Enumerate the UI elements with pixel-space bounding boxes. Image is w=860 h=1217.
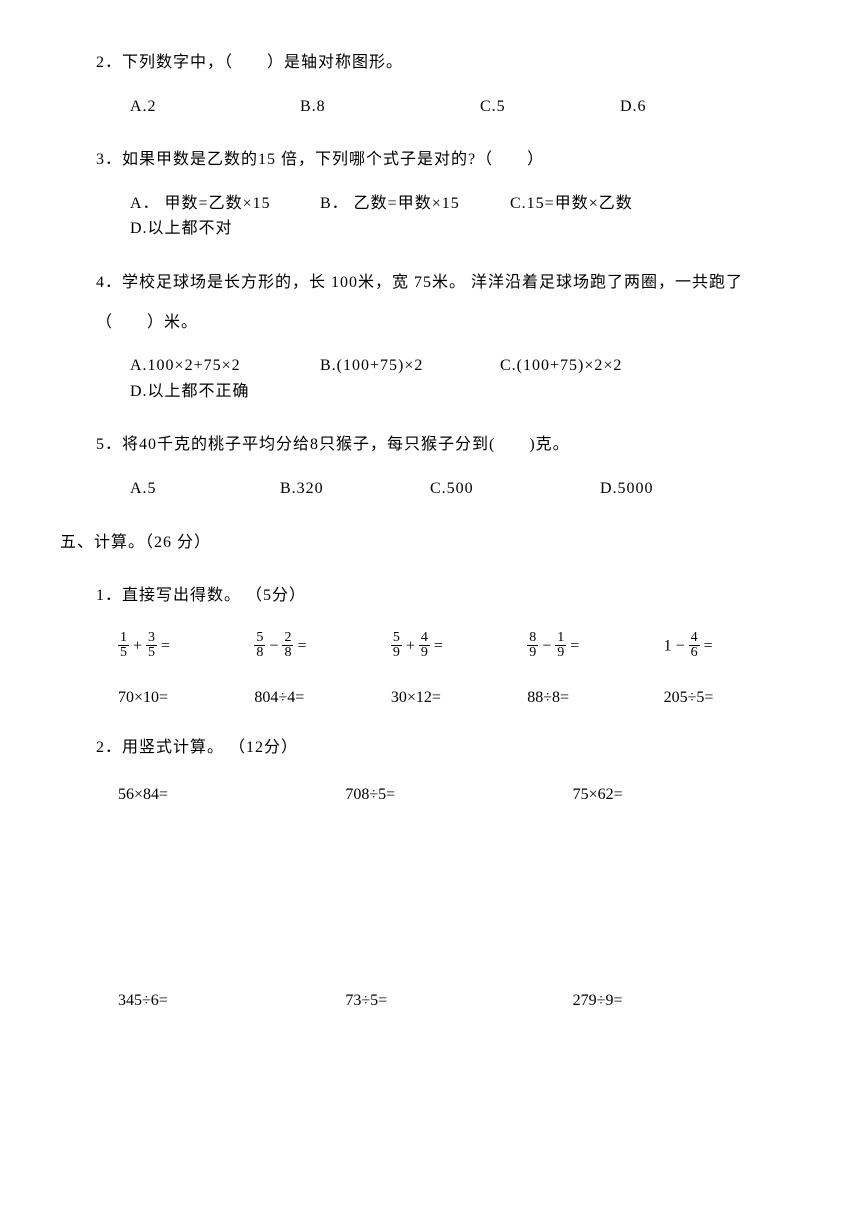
q2-choice-c: C.5 — [480, 94, 620, 120]
question-3-choices: A． 甲数=乙数×15 B． 乙数=甲数×15 C.15=甲数×乙数 D.以上都… — [130, 191, 800, 242]
q4-choice-c: C.(100+75)×2×2 — [500, 353, 690, 379]
question-5-stem: 5．将40千克的桃子平均分给8只猴子，每只猴子分到( )克。 — [96, 432, 800, 458]
q2-number: 2． — [96, 54, 122, 71]
p51-r1-c4: 89 − 19 = — [527, 631, 663, 661]
q5-number: 5． — [96, 436, 122, 453]
q4-choice-d: D.以上都不正确 — [130, 379, 270, 405]
question-5-choices: A.5 B.320 C.500 D.5000 — [130, 476, 800, 502]
q4-text: 学校足球场是长方形的，长 100米，宽 75米。 洋洋沿着足球场跑了两圈，一共跑… — [122, 274, 743, 291]
q3-number: 3． — [96, 151, 122, 168]
problem-5-1-title: 1．直接写出得数。 （5分） — [96, 583, 800, 609]
q3-choice-d: D.以上都不对 — [130, 216, 270, 242]
p51-r2-c5: 205÷5= — [664, 685, 800, 711]
q5-choice-a: A.5 — [130, 476, 280, 502]
q4-text2: （ ）米。 — [96, 314, 198, 331]
question-3: 3．如果甲数是乙数的15 倍，下列哪个式子是对的?（ ） A． 甲数=乙数×15… — [60, 147, 800, 242]
q3-choice-c: C.15=甲数×乙数 — [510, 191, 680, 217]
p52-r1-c1: 56×84= — [118, 782, 345, 808]
problem-5-2-row1: 56×84= 708÷5= 75×62= — [118, 782, 800, 808]
p51-r1-c1: 15 + 35 = — [118, 631, 254, 661]
question-4-stem2: （ ）米。 — [96, 310, 800, 336]
p51-r1-c5: 1 − 46 = — [664, 631, 800, 661]
q2-choice-b: B.8 — [300, 94, 480, 120]
p51-r2-c2: 804÷4= — [254, 685, 390, 711]
q5-choice-b: B.320 — [280, 476, 430, 502]
p51-r1-c2: 58 − 28 = — [254, 631, 390, 661]
q2-choice-a: A.2 — [130, 94, 300, 120]
q5-text: 将40千克的桃子平均分给8只猴子，每只猴子分到( )克。 — [122, 436, 570, 453]
question-5: 5．将40千克的桃子平均分给8只猴子，每只猴子分到( )克。 A.5 B.320… — [60, 432, 800, 501]
p51-r2-c1: 70×10= — [118, 685, 254, 711]
question-2-stem: 2．下列数字中，（ ）是轴对称图形。 — [96, 50, 800, 76]
problem-5-2-row2: 345÷6= 73÷5= 279÷9= — [118, 988, 800, 1014]
p52-r1-c3: 75×62= — [573, 782, 800, 808]
p51-r1-c3: 59 + 49 = — [391, 631, 527, 661]
question-4: 4．学校足球场是长方形的，长 100米，宽 75米。 洋洋沿着足球场跑了两圈，一… — [60, 270, 800, 404]
p52-r2-c3: 279÷9= — [573, 988, 800, 1014]
p52-r2-c2: 73÷5= — [345, 988, 572, 1014]
p51-r2-c3: 30×12= — [391, 685, 527, 711]
problem-5-1-row2: 70×10= 804÷4= 30×12= 88÷8= 205÷5= — [118, 685, 800, 711]
q3-choice-b: B． 乙数=甲数×15 — [320, 191, 510, 217]
q2-text: 下列数字中，（ ）是轴对称图形。 — [122, 54, 403, 71]
question-4-stem: 4．学校足球场是长方形的，长 100米，宽 75米。 洋洋沿着足球场跑了两圈，一… — [96, 270, 800, 296]
q4-choice-a: A.100×2+75×2 — [130, 353, 320, 379]
problem-5-2-title: 2．用竖式计算。 （12分） — [96, 735, 800, 761]
question-4-choices: A.100×2+75×2 B.(100+75)×2 C.(100+75)×2×2… — [130, 353, 800, 404]
q3-text: 如果甲数是乙数的15 倍，下列哪个式子是对的?（ ） — [122, 151, 544, 168]
p52-r2-c1: 345÷6= — [118, 988, 345, 1014]
q2-choice-d: D.6 — [620, 94, 720, 120]
section-5-title: 五、计算。（26 分） — [60, 530, 800, 556]
question-3-stem: 3．如果甲数是乙数的15 倍，下列哪个式子是对的?（ ） — [96, 147, 800, 173]
q3-choice-a: A． 甲数=乙数×15 — [130, 191, 320, 217]
q4-number: 4． — [96, 274, 122, 291]
question-2: 2．下列数字中，（ ）是轴对称图形。 A.2 B.8 C.5 D.6 — [60, 50, 800, 119]
q5-choice-c: C.500 — [430, 476, 600, 502]
p51-r2-c4: 88÷8= — [527, 685, 663, 711]
question-2-choices: A.2 B.8 C.5 D.6 — [130, 94, 800, 120]
problem-5-1-row1: 15 + 35 =58 − 28 =59 + 49 =89 − 19 =1 − … — [118, 631, 800, 661]
p52-r1-c2: 708÷5= — [345, 782, 572, 808]
q5-choice-d: D.5000 — [600, 476, 720, 502]
q4-choice-b: B.(100+75)×2 — [320, 353, 500, 379]
